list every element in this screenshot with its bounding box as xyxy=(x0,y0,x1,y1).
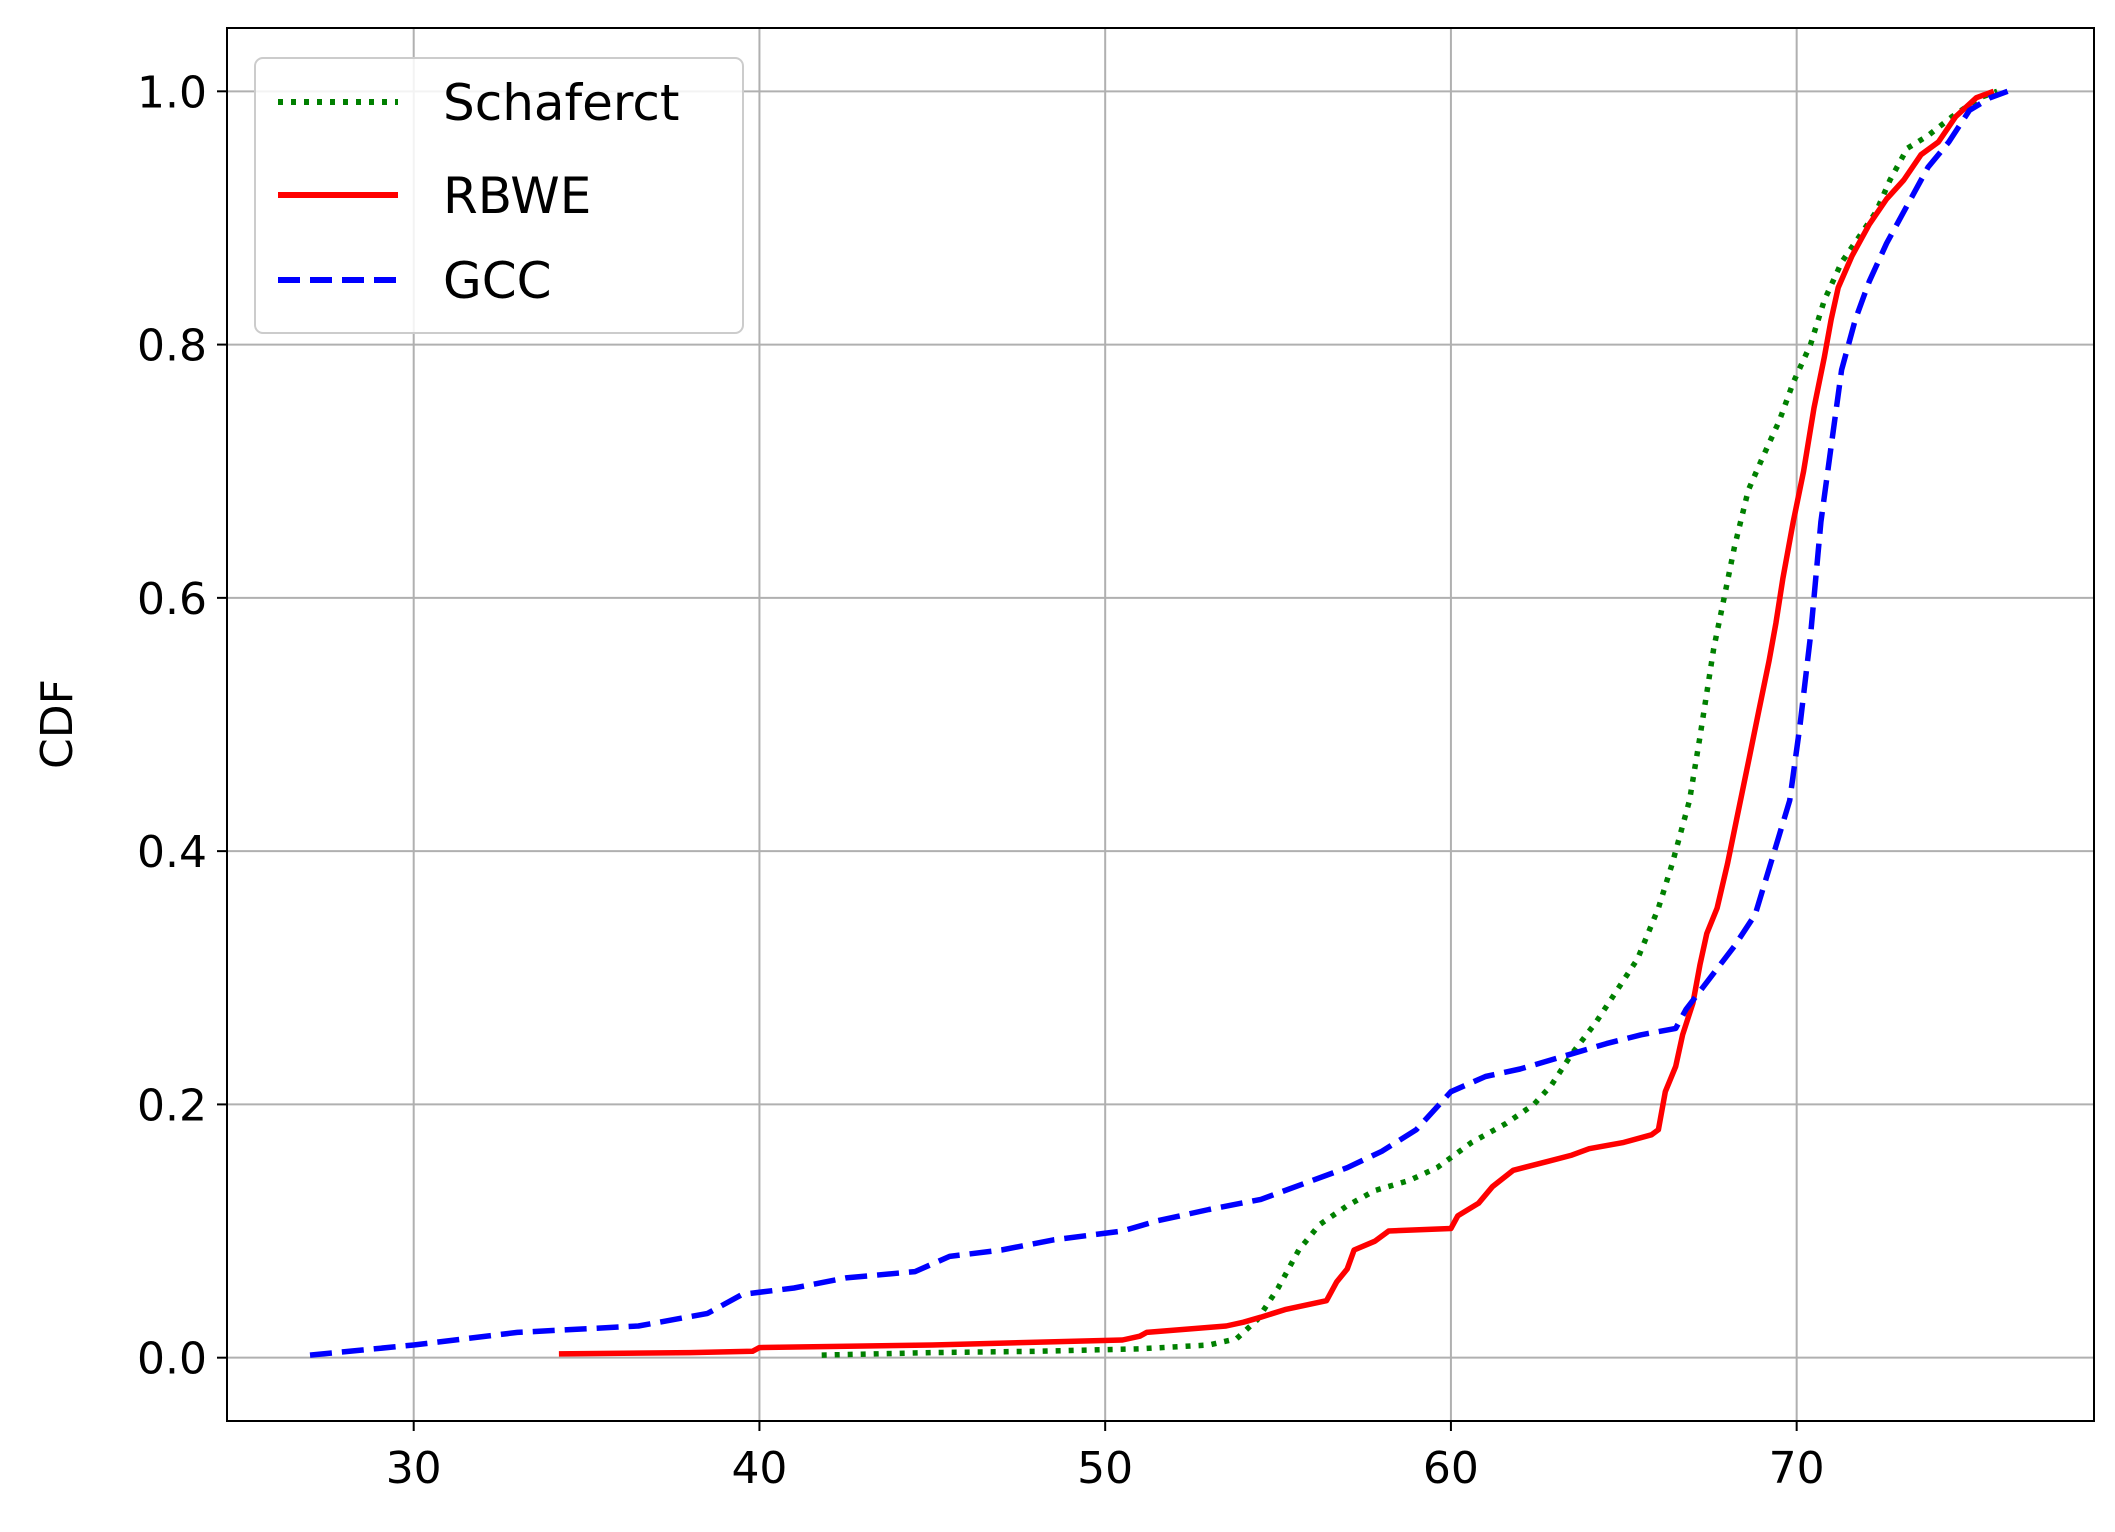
legend-label-rbwe: RBWE xyxy=(443,167,591,225)
y-tick-label: 0.0 xyxy=(137,1334,207,1385)
y-tick-label: 0.4 xyxy=(137,827,207,878)
legend-label-schaferct: Schaferct xyxy=(443,74,679,132)
axis-ticks: 30 40 50 60 70 0.0 0.2 0.4 0.6 0.8 1.0 xyxy=(137,67,1825,1494)
series-lines xyxy=(309,88,2009,1358)
legend: Schaferct RBWE GCC xyxy=(254,57,744,334)
x-tick-label: 70 xyxy=(1769,1443,1825,1494)
grid xyxy=(227,28,2094,1421)
legend-box xyxy=(254,57,744,334)
x-tick-label: 60 xyxy=(1423,1443,1479,1494)
y-tick-label: 0.2 xyxy=(137,1080,207,1131)
legend-label-gcc: GCC xyxy=(443,252,552,310)
y-axis-label: CDF xyxy=(32,679,83,769)
plot-frame xyxy=(226,27,2095,1422)
y-tick-label: 0.6 xyxy=(137,574,207,625)
series-line-rbwe xyxy=(558,88,1995,1357)
x-tick-label: 30 xyxy=(386,1443,442,1494)
y-tick-label: 1.0 xyxy=(137,67,207,118)
x-tick-label: 40 xyxy=(731,1443,787,1494)
y-tick-label: 0.8 xyxy=(137,321,207,372)
x-tick-label: 50 xyxy=(1077,1443,1133,1494)
series-line-gcc xyxy=(309,88,2009,1358)
